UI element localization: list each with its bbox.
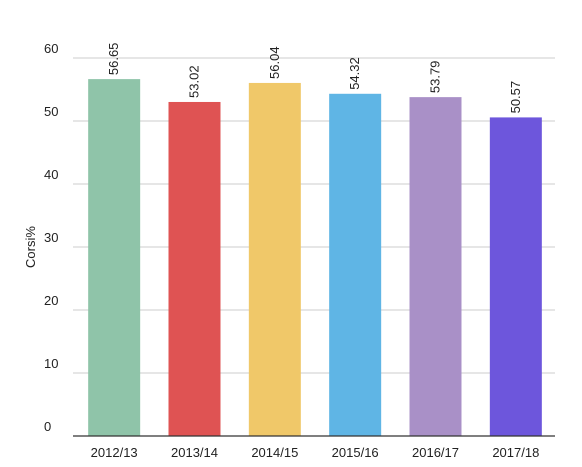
y-tick-label-0: 0 bbox=[44, 419, 51, 434]
data-label-2017-18: 50.57 bbox=[508, 81, 523, 114]
y-tick-label-60: 60 bbox=[44, 41, 58, 56]
data-label-2012-13: 56.65 bbox=[106, 43, 121, 76]
y-axis-tick-labels: 0 10 20 30 40 50 60 bbox=[44, 41, 58, 434]
data-label-2014-15: 56.04 bbox=[267, 46, 282, 79]
y-tick-label-40: 40 bbox=[44, 167, 58, 182]
x-tick-label-2016-17: 2016/17 bbox=[412, 445, 459, 460]
x-tick-label-2012-13: 2012/13 bbox=[91, 445, 138, 460]
y-tick-label-20: 20 bbox=[44, 293, 58, 308]
bar-2017-18 bbox=[489, 117, 542, 436]
bar-2015-16 bbox=[329, 93, 382, 436]
x-tick-label-2017-18: 2017/18 bbox=[492, 445, 539, 460]
grid-lines bbox=[73, 57, 555, 374]
x-axis-tick-labels: 2012/13 2013/14 2014/15 2015/16 2016/17 2017/… bbox=[91, 445, 540, 460]
data-label-2013-14: 53.02 bbox=[187, 65, 202, 98]
data-labels: 56.65 53.02 56.04 54.32 53.79 50.57 bbox=[106, 43, 523, 114]
bar-2012-13 bbox=[88, 79, 141, 436]
y-tick-label-30: 30 bbox=[44, 230, 58, 245]
bar-2014-15 bbox=[248, 82, 301, 436]
bars bbox=[88, 79, 542, 437]
y-tick-label-10: 10 bbox=[44, 356, 58, 371]
bar-2013-14 bbox=[168, 101, 221, 436]
data-label-2015-16: 54.32 bbox=[347, 57, 362, 90]
data-label-2016-17: 53.79 bbox=[428, 61, 443, 94]
y-tick-label-50: 50 bbox=[44, 104, 58, 119]
x-tick-label-2014-15: 2014/15 bbox=[251, 445, 298, 460]
y-axis-title: Corsi% bbox=[23, 226, 38, 268]
x-tick-label-2013-14: 2013/14 bbox=[171, 445, 218, 460]
x-tick-label-2015-16: 2015/16 bbox=[332, 445, 379, 460]
bar-2016-17 bbox=[409, 97, 462, 437]
